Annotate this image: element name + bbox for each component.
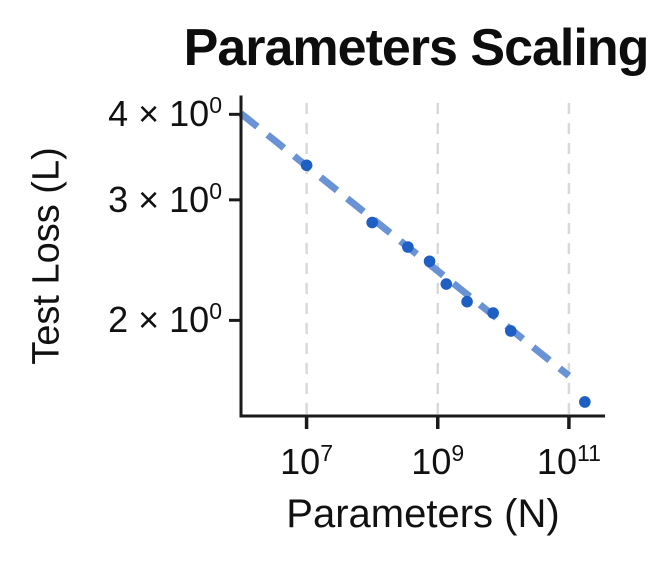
y-tick-label-base: 3 × 10 <box>108 178 210 220</box>
x-tick-label: 109 <box>411 441 464 482</box>
y-tick-label-base: 4 × 10 <box>108 93 210 135</box>
y-tick-label-exponent: 0 <box>209 177 222 204</box>
x-tick-label: 107 <box>280 441 333 482</box>
y-tick-label-base: 2 × 10 <box>108 299 210 341</box>
x-tick-label-exponent: 7 <box>320 440 334 466</box>
x-tick-label-base: 10 <box>536 441 577 482</box>
x-tick-label-base: 10 <box>280 441 321 482</box>
y-tick-label-exponent: 0 <box>209 298 222 325</box>
data-point <box>461 295 473 308</box>
y-tick-label: 4 × 100 <box>108 93 222 135</box>
y-tick-label: 3 × 100 <box>108 178 222 220</box>
x-tick-label: 1011 <box>536 441 601 482</box>
y-tick-label: 2 × 100 <box>108 299 222 341</box>
y-tick-label-exponent: 0 <box>209 92 222 119</box>
data-point <box>423 255 436 268</box>
data-point <box>505 325 517 337</box>
x-tick-label-exponent: 9 <box>451 440 465 466</box>
x-axis-label: Parameters (N) <box>286 492 560 536</box>
chart-title: Parameters Scaling <box>183 19 650 77</box>
data-point <box>440 278 453 290</box>
x-tick-label-exponent: 11 <box>576 440 601 466</box>
data-point <box>487 307 499 319</box>
data-point <box>579 396 591 408</box>
data-point <box>366 216 378 229</box>
data-point <box>300 159 313 172</box>
data-point <box>402 241 414 253</box>
x-tick-label-base: 10 <box>411 441 452 482</box>
